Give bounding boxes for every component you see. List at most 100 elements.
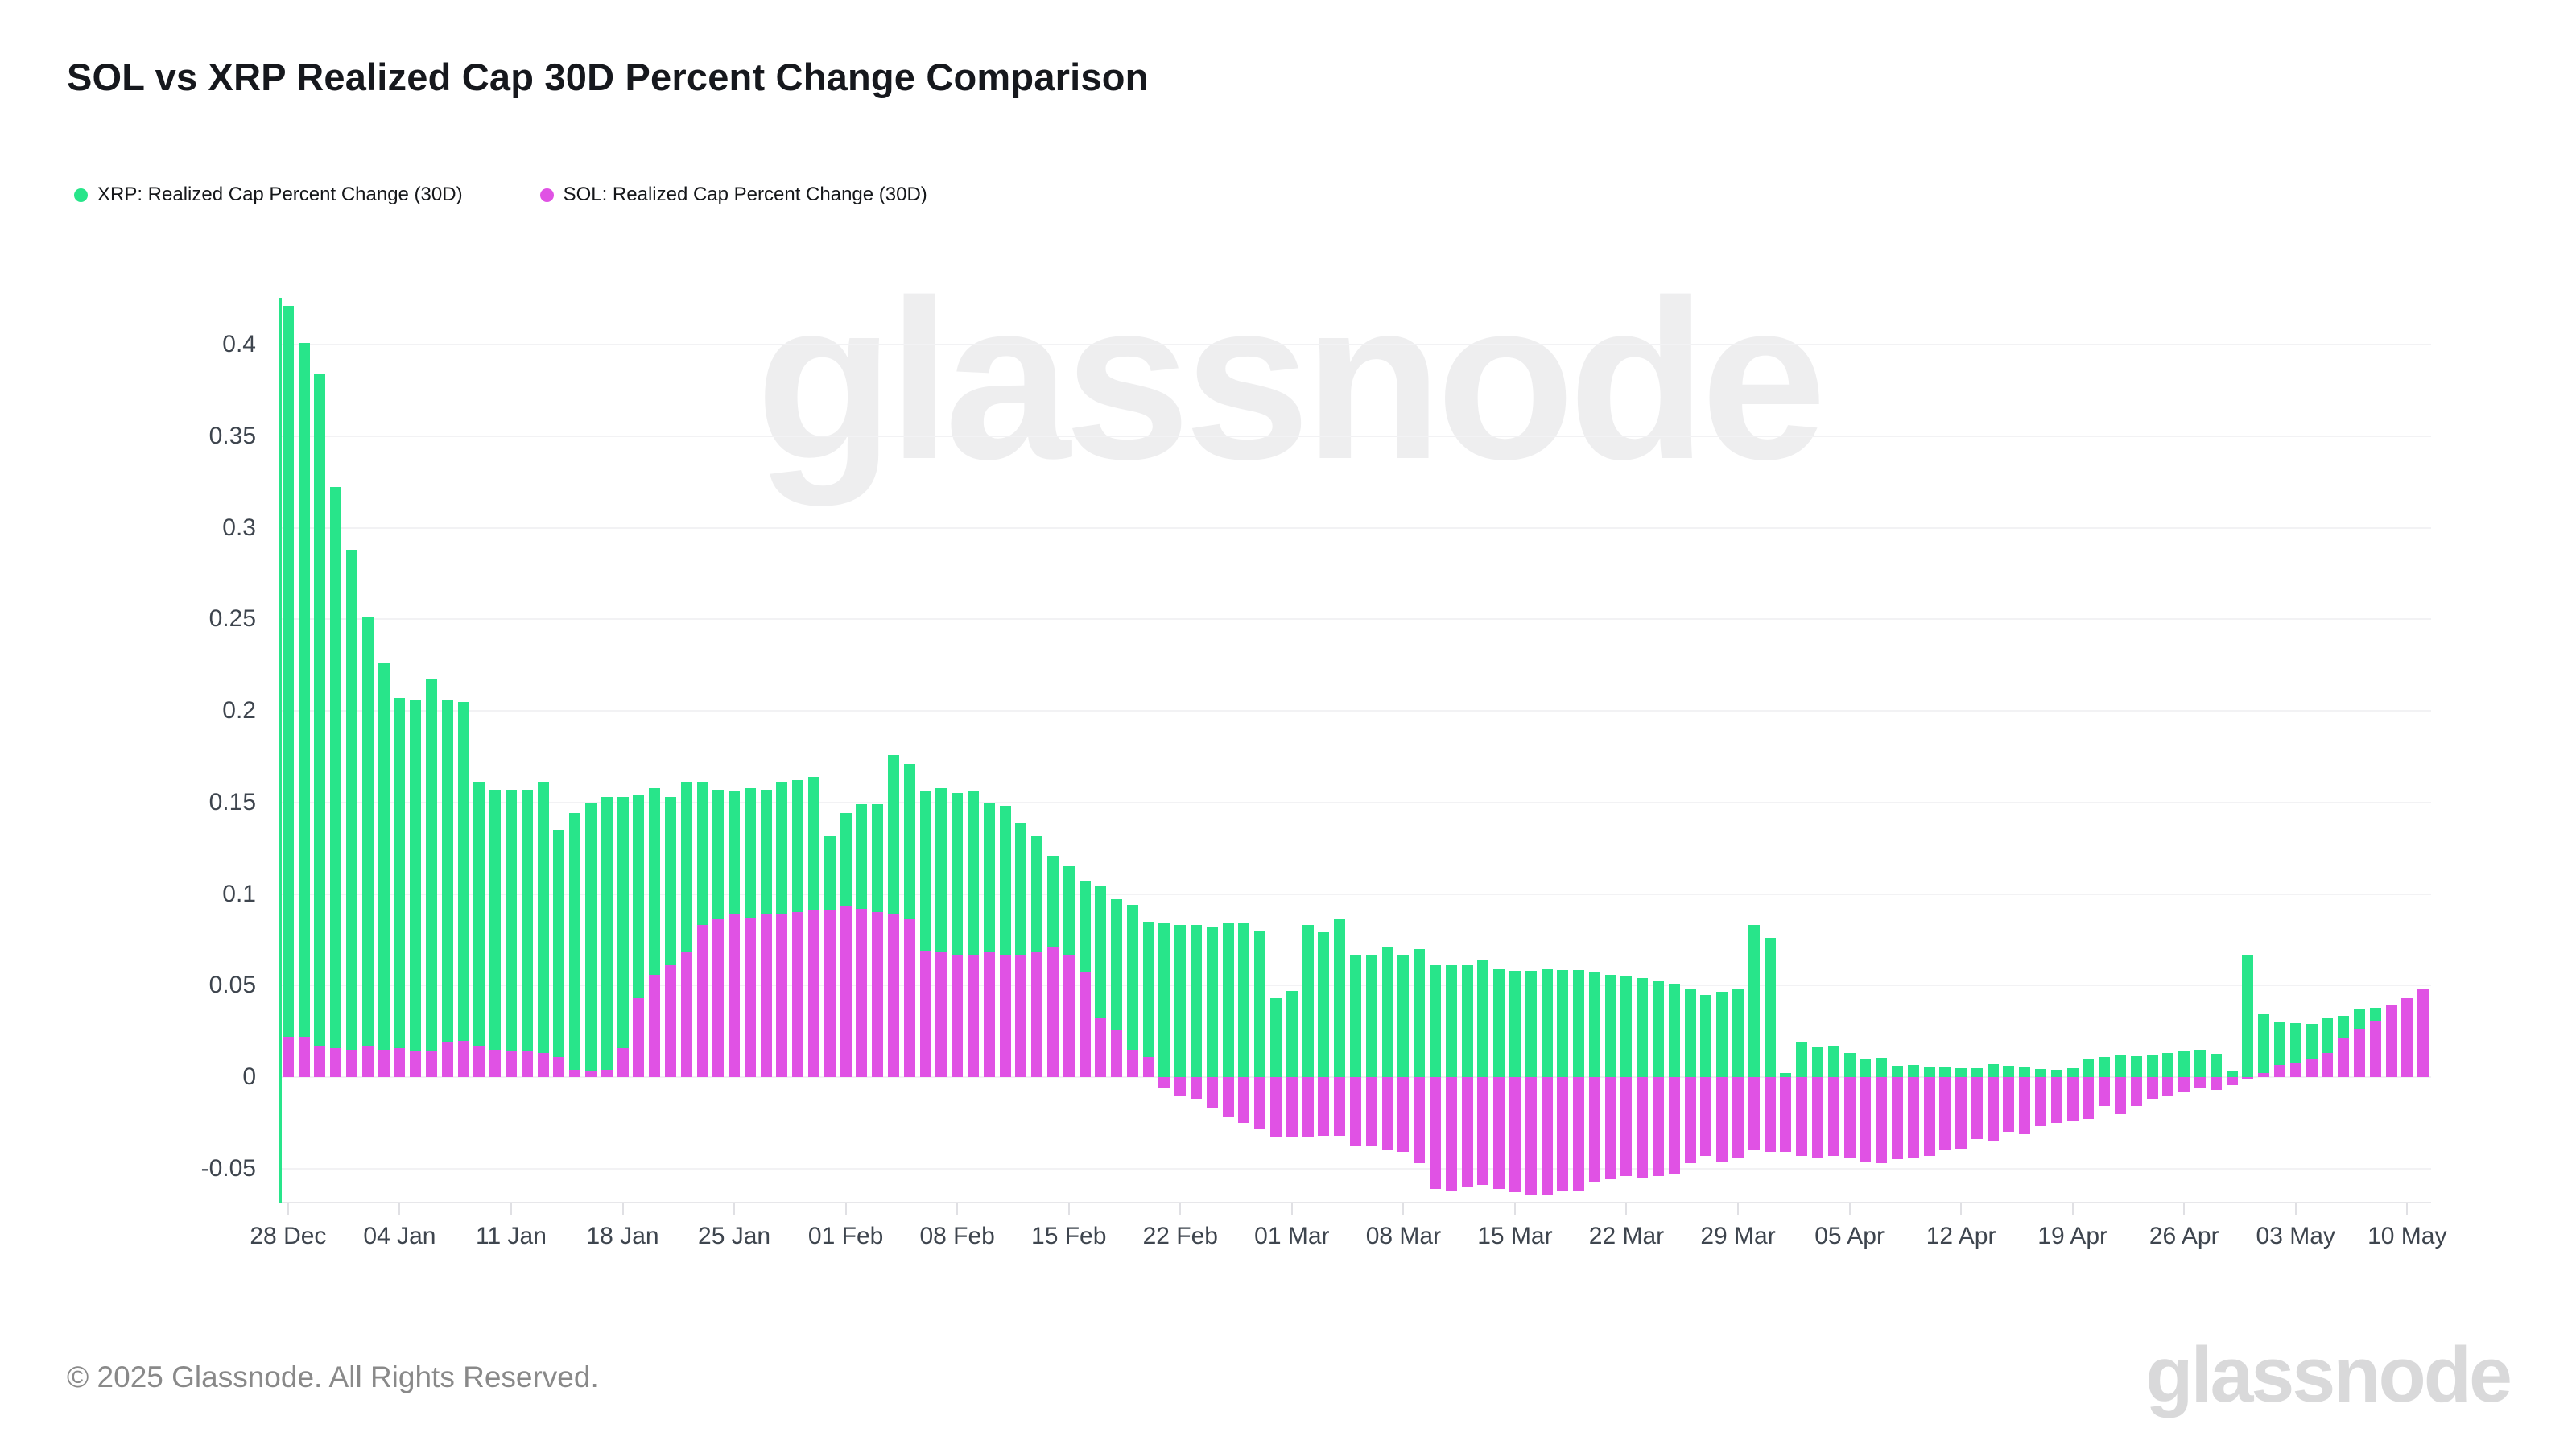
bar-xrp[interactable] [1397,954,1410,1078]
bar-xrp[interactable] [457,701,469,1078]
bar-xrp[interactable] [1843,1053,1856,1077]
bar-xrp[interactable] [1796,1042,1808,1078]
bar-sol[interactable] [314,1046,326,1078]
bar-sol[interactable] [1238,1077,1250,1123]
bar-xrp[interactable] [1158,923,1170,1077]
bar-sol[interactable] [1541,1077,1553,1195]
bar-sol[interactable] [410,1051,422,1078]
bar-sol[interactable] [1191,1077,1203,1100]
bar-sol[interactable] [1158,1077,1170,1088]
bar-sol[interactable] [1796,1077,1808,1156]
bar-sol[interactable] [1509,1077,1521,1193]
bar-sol[interactable] [2322,1053,2334,1078]
bar-xrp[interactable] [378,663,390,1077]
bar-sol[interactable] [1620,1077,1633,1176]
bar-xrp[interactable] [1429,965,1441,1077]
bar-sol[interactable] [1604,1077,1616,1180]
bar-sol[interactable] [983,952,995,1077]
bar-sol[interactable] [1668,1077,1680,1174]
bar-xrp[interactable] [2146,1054,2158,1078]
bar-xrp[interactable] [2178,1050,2190,1078]
bar-sol[interactable] [1971,1077,1983,1140]
bar-sol[interactable] [1860,1077,1872,1162]
bar-xrp[interactable] [2050,1070,2062,1077]
bar-sol[interactable] [856,908,868,1078]
bar-sol[interactable] [1780,1077,1792,1153]
bar-xrp[interactable] [601,796,613,1078]
bar-sol[interactable] [2083,1077,2095,1120]
bar-sol[interactable] [1414,1077,1426,1163]
bar-xrp[interactable] [441,700,453,1077]
bar-xrp[interactable] [1653,980,1665,1078]
bar-sol[interactable] [999,954,1011,1078]
bar-sol[interactable] [1876,1077,1888,1163]
bar-sol[interactable] [2338,1038,2350,1077]
bar-xrp[interactable] [2210,1053,2222,1077]
bar-sol[interactable] [1445,1077,1457,1191]
bar-sol[interactable] [457,1040,469,1078]
bar-xrp[interactable] [1907,1065,1919,1078]
bar-xrp[interactable] [1700,994,1712,1078]
bar-sol[interactable] [2210,1077,2222,1091]
bar-sol[interactable] [1987,1077,1999,1141]
bar-sol[interactable] [537,1053,549,1077]
bar-xrp[interactable] [1477,960,1489,1077]
bar-sol[interactable] [633,998,645,1077]
bar-sol[interactable] [1557,1077,1569,1191]
bar-sol[interactable] [649,974,661,1077]
bar-xrp[interactable] [1254,931,1266,1078]
bar-sol[interactable] [2353,1028,2365,1078]
bar-xrp[interactable] [2115,1055,2127,1077]
bar-sol[interactable] [1206,1077,1218,1108]
bar-sol[interactable] [2035,1077,2047,1127]
bar-xrp[interactable] [1939,1067,1951,1077]
bar-xrp[interactable] [1191,925,1203,1077]
bar-sol[interactable] [952,954,964,1078]
bar-sol[interactable] [840,906,852,1077]
bar-sol[interactable] [569,1069,581,1078]
bar-xrp[interactable] [489,789,502,1078]
bar-sol[interactable] [1653,1077,1665,1176]
bar-sol[interactable] [1477,1077,1489,1186]
bar-sol[interactable] [553,1056,565,1077]
bar-xrp[interactable] [1445,965,1457,1077]
bar-xrp[interactable] [1780,1073,1792,1078]
bar-sol[interactable] [2226,1077,2238,1086]
bar-xrp[interactable] [282,306,294,1078]
bar-sol[interactable] [1827,1077,1839,1156]
bar-sol[interactable] [1142,1056,1154,1077]
bar-sol[interactable] [521,1051,533,1078]
bar-xrp[interactable] [1350,954,1361,1078]
legend-item-sol[interactable]: SOL: Realized Cap Percent Change (30D) [539,184,927,206]
bar-xrp[interactable] [1732,989,1744,1077]
bar-sol[interactable] [394,1047,406,1077]
bar-sol[interactable] [2289,1063,2301,1078]
bar-xrp[interactable] [394,698,406,1077]
bar-sol[interactable] [617,1047,629,1077]
bar-xrp[interactable] [1525,971,1537,1077]
bar-xrp[interactable] [1684,989,1696,1077]
bar-xrp[interactable] [473,782,485,1077]
bar-sol[interactable] [872,912,884,1078]
bar-sol[interactable] [744,918,756,1078]
bar-xrp[interactable] [537,782,549,1077]
bar-xrp[interactable] [1270,998,1282,1077]
bar-xrp[interactable] [2194,1049,2206,1077]
bar-xrp[interactable] [1876,1058,1888,1077]
bar-xrp[interactable] [346,549,358,1078]
bar-sol[interactable] [729,914,741,1077]
bar-sol[interactable] [776,914,788,1077]
bar-xrp[interactable] [1716,992,1728,1078]
bar-xrp[interactable] [2066,1067,2079,1078]
bar-xrp[interactable] [1206,927,1218,1078]
bar-sol[interactable] [426,1051,438,1078]
bar-xrp[interactable] [2162,1052,2174,1077]
bar-sol[interactable] [1525,1077,1537,1195]
bar-xrp[interactable] [1365,954,1377,1078]
bar-sol[interactable] [1046,947,1059,1077]
bar-xrp[interactable] [1923,1067,1935,1078]
legend-item-xrp[interactable]: XRP: Realized Cap Percent Change (30D) [74,184,463,206]
bar-xrp[interactable] [1461,965,1473,1077]
bar-sol[interactable] [2162,1077,2174,1096]
bar-xrp[interactable] [505,789,517,1078]
